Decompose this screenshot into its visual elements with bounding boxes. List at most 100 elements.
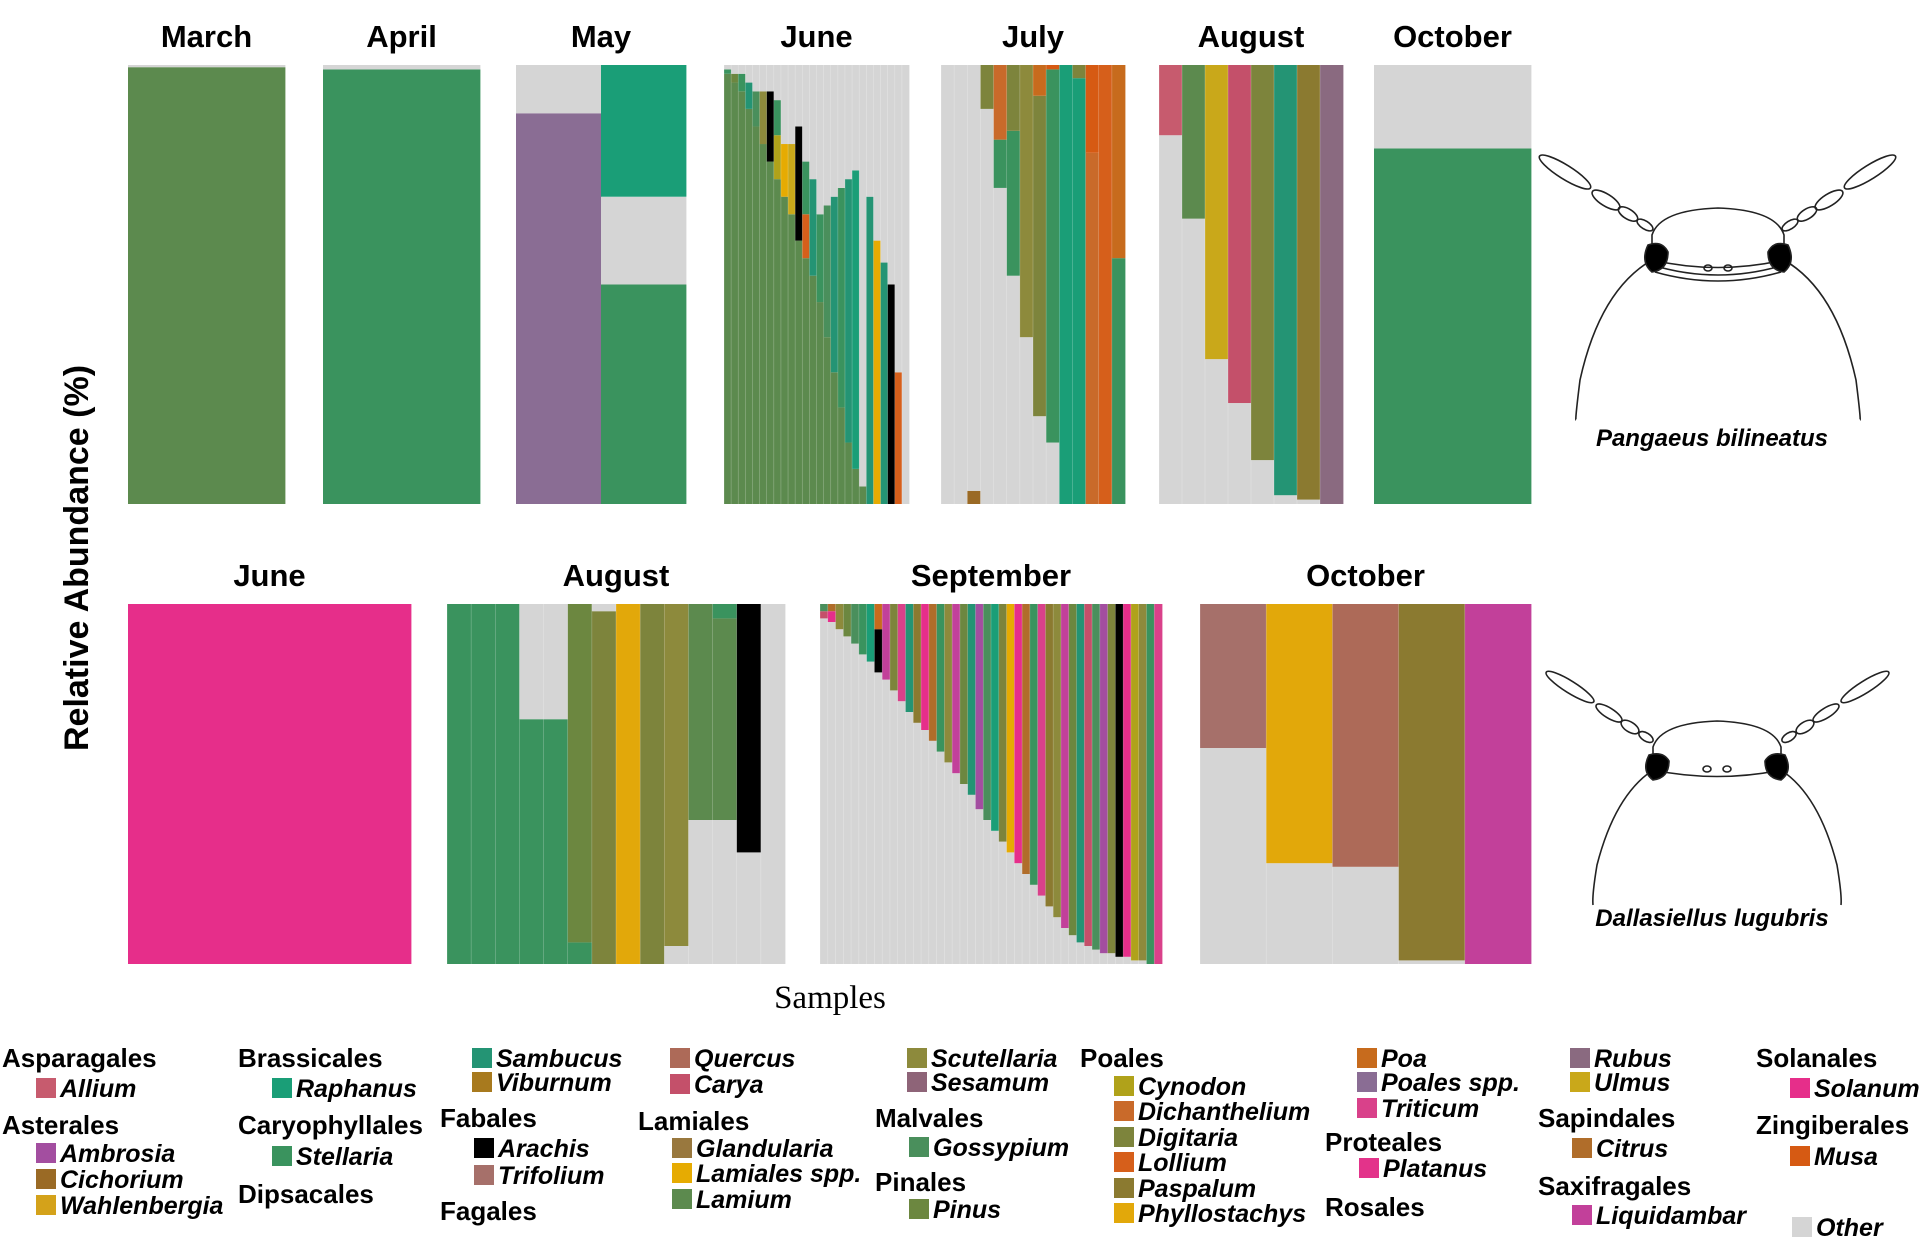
bar-segment-lamiales-spp- — [780, 144, 789, 197]
sample-bar — [639, 604, 665, 964]
bar-segment-other — [959, 784, 969, 964]
bar-segment-other — [1068, 935, 1077, 964]
sample-bar — [1227, 65, 1252, 504]
legend-genus-label: Solanum — [1814, 1075, 1920, 1103]
sample-bar — [827, 604, 836, 964]
bar-segment-other — [851, 643, 860, 964]
sample-bar — [993, 65, 1008, 505]
sample-bar — [591, 604, 617, 964]
sample-bar — [982, 604, 992, 964]
sample-bar — [866, 604, 875, 964]
bar-segment-stellaria — [1374, 148, 1532, 504]
legend-genus-label: Poa — [1381, 1045, 1427, 1073]
bar-segment-other — [835, 629, 844, 964]
bar-segment-other — [759, 65, 768, 92]
bar-segment-lamium — [773, 179, 782, 504]
bar-segment-scutellaria — [1053, 604, 1062, 918]
bar-segment-stellaria — [1006, 130, 1021, 276]
bar-segment-lamium — [809, 275, 817, 504]
sample-bar — [516, 65, 602, 504]
bar-segment-digitaria — [1033, 95, 1047, 417]
legend-swatch — [36, 1169, 56, 1189]
bar-segment-other — [816, 65, 825, 215]
bar-segment-sambucus — [844, 179, 853, 443]
legend-order-label: Poales — [1080, 1043, 1164, 1073]
bar-segment-cynodon — [1130, 604, 1140, 961]
panel-title: May — [571, 19, 632, 54]
panel-title: August — [563, 558, 670, 593]
bar-segment-carya — [1084, 604, 1093, 946]
sample-bar — [128, 604, 412, 964]
bar-segment-liquidambar — [1060, 604, 1070, 928]
sample-bar — [920, 604, 930, 964]
bar-segment-lamium — [712, 618, 738, 820]
bar-segment-liquidambar — [1464, 604, 1532, 964]
bar-segment-lamium — [752, 126, 760, 505]
bar-segment-other — [921, 730, 930, 964]
legend-order-label: Rosales — [1325, 1192, 1425, 1222]
legend-swatch — [1114, 1152, 1134, 1172]
bar-segment-poa — [874, 604, 883, 630]
legend-swatch — [672, 1138, 692, 1158]
bar-segment-raphanus — [852, 170, 860, 469]
sample-bar — [752, 65, 760, 505]
legend-swatch — [1572, 1205, 1592, 1225]
bar-segment-other — [738, 65, 746, 74]
legend-order-label: Fabales — [440, 1103, 537, 1133]
panel-7: October — [1374, 19, 1532, 504]
sample-bar — [759, 65, 768, 504]
bar-segment-lamium — [837, 407, 846, 504]
bar-segment-triticum — [1154, 604, 1163, 964]
bar-segment-lamium — [128, 67, 286, 504]
panel-title: October — [1306, 558, 1425, 593]
bar-segment-other — [1029, 884, 1039, 964]
bar-segment-other — [1092, 949, 1101, 964]
sample-bar — [844, 65, 853, 504]
legend-swatch — [670, 1074, 690, 1094]
bar-segment-lamiales-spp- — [1006, 604, 1015, 853]
sample-bar — [688, 604, 713, 964]
sample-bar — [912, 604, 922, 964]
bar-segment-sambucus — [905, 604, 914, 712]
sample-bar — [1045, 604, 1054, 964]
bar-segment-raphanus — [601, 65, 687, 197]
bar-segment-other — [873, 65, 881, 241]
bar-segment-other — [1274, 495, 1298, 504]
bar-segment-other — [954, 65, 968, 504]
bar-segment-other — [880, 65, 889, 263]
sample-bar — [1130, 604, 1140, 964]
legend-swatch — [474, 1165, 494, 1185]
bar-segment-other — [519, 604, 544, 720]
sample-bar — [966, 65, 981, 504]
bar-segment-arachis — [795, 126, 803, 241]
beetle-head-icon — [1545, 670, 1890, 906]
bar-segment-other — [827, 622, 836, 964]
bar-segment-other — [1200, 748, 1267, 964]
bar-segment-triticum — [897, 604, 906, 702]
sample-bar — [1006, 604, 1015, 964]
bar-segment-other — [837, 65, 846, 188]
sample-bar — [1029, 604, 1039, 964]
sample-bar — [944, 604, 953, 964]
bar-segment-sambucus — [1274, 65, 1298, 496]
sample-bar — [766, 65, 775, 504]
bar-segment-lamium — [731, 82, 739, 504]
bar-segment-pinus — [567, 604, 593, 943]
sample-bar — [323, 65, 481, 504]
bar-segment-citrus — [928, 604, 937, 741]
bar-segment-other — [1022, 874, 1031, 964]
bar-segment-other — [688, 820, 713, 964]
bar-segment-other — [874, 672, 883, 964]
bar-segment-other — [1159, 135, 1183, 505]
legend-order-label: Asterales — [2, 1110, 119, 1140]
legend-genus-label: Stellaria — [296, 1143, 393, 1171]
sample-bar — [1158, 65, 1183, 505]
legend-swatch — [1792, 1217, 1812, 1237]
bar-segment-other — [752, 65, 760, 92]
bar-segment-scutellaria — [1138, 604, 1147, 961]
sample-bar — [940, 65, 955, 504]
bar-segment-lamium — [830, 372, 839, 504]
sample-bar — [1083, 604, 1093, 964]
bar-segment-arachis — [887, 284, 896, 504]
